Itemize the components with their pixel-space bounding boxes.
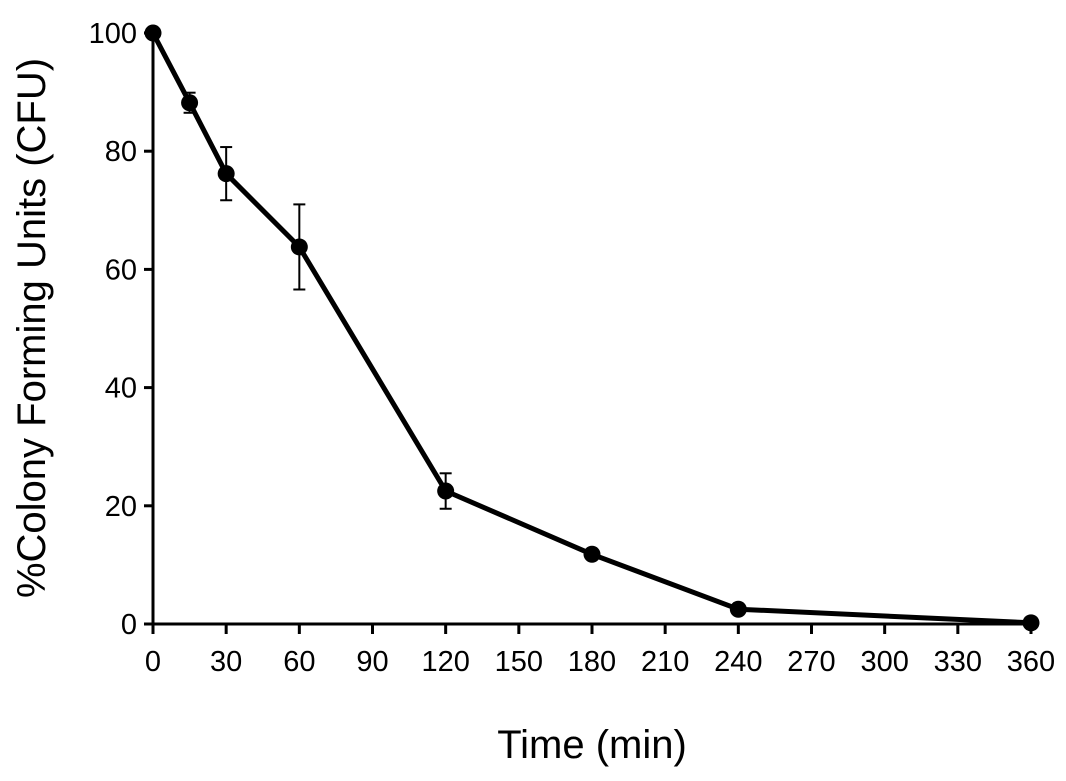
data-point: [181, 94, 199, 112]
x-tick-label: 150: [495, 646, 543, 678]
y-axis-title: %Colony Forming Units (CFU): [10, 58, 54, 598]
data-point: [217, 165, 235, 183]
x-tick-label: 90: [356, 646, 388, 678]
x-tick-label: 30: [210, 646, 242, 678]
x-tick-label: 300: [860, 646, 908, 678]
data-point: [144, 24, 162, 42]
data-point: [290, 238, 308, 256]
y-ticks: 0 20 40 60 80 100: [89, 18, 153, 641]
x-tick-label: 0: [145, 646, 161, 678]
x-tick-label: 180: [568, 646, 616, 678]
y-tick-label: 40: [105, 373, 137, 405]
y-tick-label: 60: [105, 254, 137, 286]
data-point: [437, 482, 455, 500]
x-tick-label: 240: [714, 646, 762, 678]
x-tick-label: 60: [283, 646, 315, 678]
y-tick-label: 0: [121, 609, 137, 641]
y-tick-label: 100: [89, 18, 137, 50]
data-point: [729, 600, 747, 618]
data-point: [1022, 614, 1040, 632]
x-axis-title: Time (min): [497, 723, 687, 767]
series-line: [150, 31, 1032, 626]
x-tick-label: 360: [1007, 646, 1055, 678]
x-tick-label: 330: [934, 646, 982, 678]
x-ticks: 0 30 60 90 120 150 180 210 240 270 300 330 360: [145, 624, 1055, 678]
series-layer: [144, 24, 1040, 632]
data-point: [583, 545, 601, 563]
x-tick-label: 210: [641, 646, 689, 678]
x-tick-label: 120: [421, 646, 469, 678]
x-tick-label: 270: [787, 646, 835, 678]
y-tick-label: 80: [105, 136, 137, 168]
axes: 0 20 40 60 80 100 0 30 60 90 120 150 180 210 240 270 30…: [89, 18, 1056, 678]
y-tick-label: 20: [105, 491, 137, 523]
